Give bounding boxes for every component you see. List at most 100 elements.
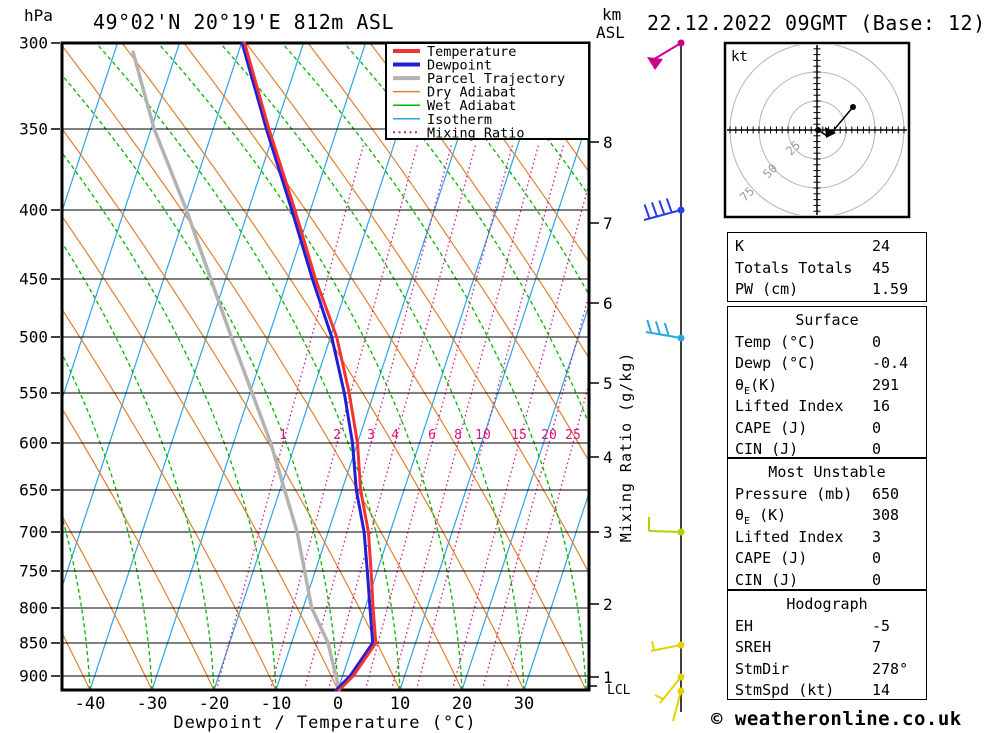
panel-row-label: StmSpd (kt): [735, 681, 835, 699]
asl-label: ASL: [596, 23, 625, 42]
pressure-tick-label: 300: [19, 34, 48, 53]
panel-row-label: Lifted Index: [735, 527, 844, 546]
wind-barb: [654, 673, 685, 704]
page-title: 49°02'N 20°19'E 812m ASL: [93, 10, 394, 34]
panel-row-label: θE(K): [735, 375, 778, 397]
panel-row: Temp (°C) 0: [728, 332, 926, 354]
mixing-ratio-label: 3: [367, 428, 375, 443]
wind-level-dot: [677, 673, 685, 681]
panel-row: Dewp (°C) -0.4: [728, 353, 926, 375]
pressure-tick-label: 500: [19, 328, 48, 347]
panel-row: Lifted Index 3: [728, 527, 926, 549]
pressure-tick-label: 750: [19, 562, 48, 581]
pressure-gridlines: [62, 128, 589, 677]
skewt-background: [62, 43, 589, 690]
panel-row-label: SREH: [735, 638, 772, 656]
panel-row-label: Pressure (mb): [735, 484, 853, 503]
wind-profile-column: [643, 39, 685, 722]
panel-row-value: 278°: [872, 659, 909, 678]
panel-row-value: 0: [872, 418, 882, 437]
panel-row-label: CAPE (J): [735, 418, 808, 437]
km-tick-label: 1: [603, 668, 613, 687]
panel-row: EH -5: [728, 616, 926, 638]
km-axis-unit: km ASL: [596, 6, 625, 42]
panel-row-value: 7: [872, 638, 882, 656]
panel-row-label: EH: [735, 616, 754, 635]
wind-level-dot: [677, 206, 685, 214]
wind-level-dot: [677, 687, 685, 695]
pressure-tick-label: 550: [19, 384, 48, 403]
km-tick-label: 6: [603, 294, 613, 313]
mixing-ratio-axis-title: Mixing Ratio (g/kg): [617, 352, 635, 543]
km-label: km: [602, 5, 622, 24]
wind-barb: [672, 687, 685, 722]
panel-header: Most Unstable: [768, 463, 886, 481]
km-tick-label: 5: [603, 374, 613, 393]
panel-row-label: CAPE (J): [735, 549, 808, 567]
panel-row: StmSpd (kt) 14: [728, 680, 926, 702]
km-tick-label: 4: [603, 448, 613, 467]
temp-tick-label: -40: [75, 694, 106, 714]
wind-barb: [650, 640, 685, 652]
panel-row: CAPE (J) 0: [728, 548, 926, 570]
hodograph-trace-dot: [815, 127, 821, 133]
hodograph-trace-dot: [850, 104, 856, 110]
panel-header: Surface: [795, 311, 859, 329]
wind-level-dot: [677, 641, 685, 649]
wind-level-dot: [677, 334, 685, 342]
km-tick-label: 7: [603, 214, 613, 233]
temp-tick-label: -20: [199, 694, 230, 714]
panel-row: CIN (J) 0: [728, 570, 926, 592]
data-panel: Surface Temp (°C) 0 Dewp (°C) -0.4 θE(K) 291 Li…: [727, 306, 927, 458]
km-tick-label: 2: [603, 595, 613, 614]
panel-row-value: 16: [872, 397, 891, 415]
mixing-ratio-label: 25: [565, 428, 581, 443]
panel-row: Pressure (mb) 650: [728, 484, 926, 506]
mixing-ratio-label: 10: [475, 428, 491, 443]
wind-barb: [648, 517, 685, 536]
panel-row: θE(K) 291: [728, 375, 926, 397]
mixing-ratio-label: 20: [541, 428, 557, 443]
panel-row: K 24: [728, 236, 926, 258]
km-tick-label: 3: [603, 523, 613, 542]
plot-frame: [60, 41, 591, 692]
panel-row: CIN (J) 0: [728, 439, 926, 461]
panel-row: CAPE (J) 0: [728, 418, 926, 440]
panel-row-value: 1.59: [872, 280, 909, 298]
panel-row-label: CIN (J): [735, 570, 799, 589]
pressure-tick-label: 350: [19, 120, 48, 139]
mixing-ratio-label: 8: [454, 428, 462, 443]
temp-tick-label: 20: [452, 694, 472, 714]
data-panel: Most Unstable Pressure (mb) 650 θE (K) 308 Li…: [727, 458, 927, 590]
panel-row-value: 3: [872, 527, 882, 546]
wind-level-dot: [677, 39, 685, 47]
temperature-axis: -40 -30 -20 -10 0 10 20 30 Dewpoint / Temperatur…: [75, 694, 535, 733]
panel-row-label: K: [735, 237, 745, 255]
pressure-axis-unit: hPa: [24, 6, 53, 25]
pressure-axis: 300 350 400 450 500 550 600 650 700 750 800 850 900: [19, 34, 60, 686]
panel-row-label: Lifted Index: [735, 397, 844, 415]
panel-row-value: 24: [872, 237, 891, 255]
pressure-tick-label: 400: [19, 201, 48, 220]
panel-row-value: 308: [872, 506, 900, 524]
copyright: © weatheronline.co.uk: [711, 708, 962, 730]
wind-barb: [647, 39, 685, 70]
wet-adiabat-lines: [62, 43, 589, 690]
panel-row-label: Dewp (°C): [735, 354, 817, 372]
km-tick-label: 8: [603, 133, 613, 152]
hodograph-arrowhead: [825, 127, 836, 138]
panel-row-value: 291: [872, 375, 900, 394]
legend-label: Parcel Trajectory: [427, 71, 565, 87]
panel-row-label: Totals Totals: [735, 258, 853, 277]
panel-row-value: 0: [872, 440, 882, 458]
legend-label: Isotherm: [427, 112, 492, 128]
pressure-tick-label: 850: [19, 634, 48, 653]
panel-row-value: 0: [872, 570, 882, 589]
legend-label: Dry Adiabat: [427, 85, 516, 101]
panel-row-label: θE (K): [735, 506, 787, 527]
parcel-trajectory-curve: [131, 50, 341, 692]
legend-label: Wet Adiabat: [427, 98, 516, 114]
